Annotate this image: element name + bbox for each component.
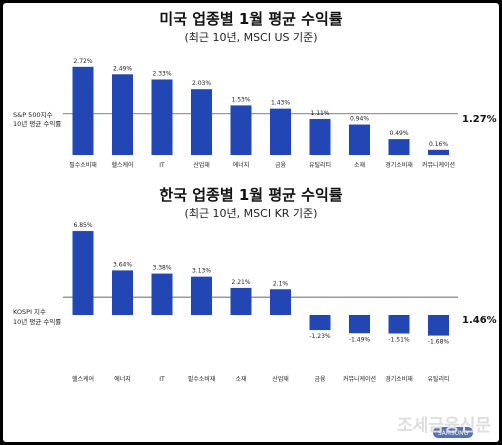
kr-bar <box>230 287 252 315</box>
us-benchmark-label-line2: 10년 평균 수익률 <box>13 119 61 128</box>
kr-chart-title: 한국 업종별 1월 평균 수익률 <box>159 186 342 204</box>
us-bar <box>309 119 331 155</box>
kr-category-label: 소재 <box>235 375 246 383</box>
kr-bar <box>72 231 94 315</box>
us-category-label: 커뮤니케이션 <box>422 161 455 169</box>
kr-value-label: 3.13% <box>192 268 211 275</box>
kr-benchmark-value: 1.46% <box>462 315 497 326</box>
watermark: SAMSUNG 조세금융신문 <box>397 416 491 438</box>
us-value-label: 2.49% <box>113 65 132 72</box>
us-chart-subtitle: (최근 10년, MSCI US 기준) <box>184 31 317 44</box>
us-category-label: IT <box>159 162 165 169</box>
us-value-label: 1.11% <box>310 110 329 117</box>
kr-category-label: 필수소비재 <box>188 375 216 383</box>
us-value-label: 1.53% <box>231 96 250 103</box>
us-bar-group: 2.72% 필수소비재 2.49% 헬스케어 2.33% IT 2.03% 산업재 1.53% 에… <box>63 58 458 169</box>
us-value-label: 2.03% <box>192 80 211 87</box>
samsung-logo-badge <box>433 427 473 438</box>
kr-value-label: -1.68% <box>428 339 450 346</box>
kr-bar-group: 6.85% 헬스케어 3.64% 에너지 3.38% IT 3.13% 필수소비재 2.21% 소… <box>63 222 458 383</box>
kr-value-label: 3.38% <box>152 265 171 272</box>
us-bar <box>349 124 370 155</box>
kr-bar <box>270 289 291 315</box>
chart-frame: 미국 업종별 1월 평균 수익률 (최근 10년, MSCI US 기준) S&… <box>3 3 499 442</box>
kr-category-label: 헬스케어 <box>72 375 94 383</box>
us-benchmark-value: 1.27% <box>462 114 497 125</box>
us-value-label: 2.72% <box>73 58 92 65</box>
us-category-label: 필수소비재 <box>69 161 97 169</box>
us-bar <box>72 66 94 155</box>
us-category-label: 에너지 <box>233 161 250 169</box>
kr-category-label: 유틸리티 <box>427 375 449 383</box>
kr-bar <box>349 315 370 334</box>
us-category-label: 유틸리티 <box>309 161 331 169</box>
us-category-label: 경기소비재 <box>385 161 413 169</box>
kr-bar <box>191 276 212 315</box>
kr-bar <box>112 270 133 315</box>
us-chart: 미국 업종별 1월 평균 수익률 (최근 10년, MSCI US 기준) S&… <box>13 10 497 169</box>
watermark-text: 조세금융신문 <box>397 416 491 436</box>
kr-benchmark-label-line2: 10년 평균 수익률 <box>13 317 61 326</box>
kr-category-label: 산업재 <box>272 375 289 383</box>
samsung-logo-text: SAMSUNG <box>438 430 469 437</box>
us-category-label: 산업재 <box>193 161 210 169</box>
us-value-label: 1.43% <box>271 100 290 107</box>
kr-value-label: -1.49% <box>349 336 371 343</box>
kr-value-label: 6.85% <box>73 222 92 229</box>
kr-value-label: 2.21% <box>231 279 250 286</box>
kr-category-label: 경기소비재 <box>385 375 413 383</box>
kr-category-label: 에너지 <box>114 375 131 383</box>
us-bar <box>151 79 173 155</box>
kr-value-label: -1.51% <box>388 337 410 344</box>
us-bar <box>270 108 291 155</box>
us-category-label: 헬스케어 <box>111 161 133 169</box>
us-category-label: 소재 <box>354 161 365 169</box>
kr-value-label: -1.23% <box>309 333 331 340</box>
us-value-label: 0.16% <box>429 141 448 148</box>
kr-value-label: 2.1% <box>273 280 289 287</box>
kr-category-label: 금융 <box>314 376 326 383</box>
kr-category-label: IT <box>159 376 165 383</box>
us-value-label: 0.94% <box>350 116 369 123</box>
us-bar <box>191 89 212 155</box>
us-value-label: 0.49% <box>389 130 408 137</box>
kr-bar <box>151 273 173 315</box>
chart-canvas: 미국 업종별 1월 평균 수익률 (최근 10년, MSCI US 기준) S&… <box>13 10 497 438</box>
kr-bar <box>428 315 449 336</box>
us-category-label: 금융 <box>275 162 287 169</box>
us-benchmark-label-line1: S&P 500지수 <box>13 110 53 119</box>
kr-bar <box>309 315 331 331</box>
us-chart-title: 미국 업종별 1월 평균 수익률 <box>159 10 342 28</box>
kr-bar <box>388 315 410 334</box>
kr-category-label: 커뮤니케이션 <box>343 375 376 383</box>
us-bar <box>388 139 410 155</box>
us-value-label: 2.33% <box>152 70 171 77</box>
us-bar <box>230 105 252 155</box>
kr-value-label: 3.64% <box>113 261 132 268</box>
kr-chart-subtitle: (최근 10년, MSCI KR 기준) <box>185 207 318 220</box>
kr-benchmark-label-line1: KOSPI 지수 <box>13 307 46 316</box>
us-bar <box>112 74 133 155</box>
kr-chart: 한국 업종별 1월 평균 수익률 (최근 10년, MSCI KR 기준) KO… <box>13 186 497 383</box>
us-bar <box>428 149 449 155</box>
